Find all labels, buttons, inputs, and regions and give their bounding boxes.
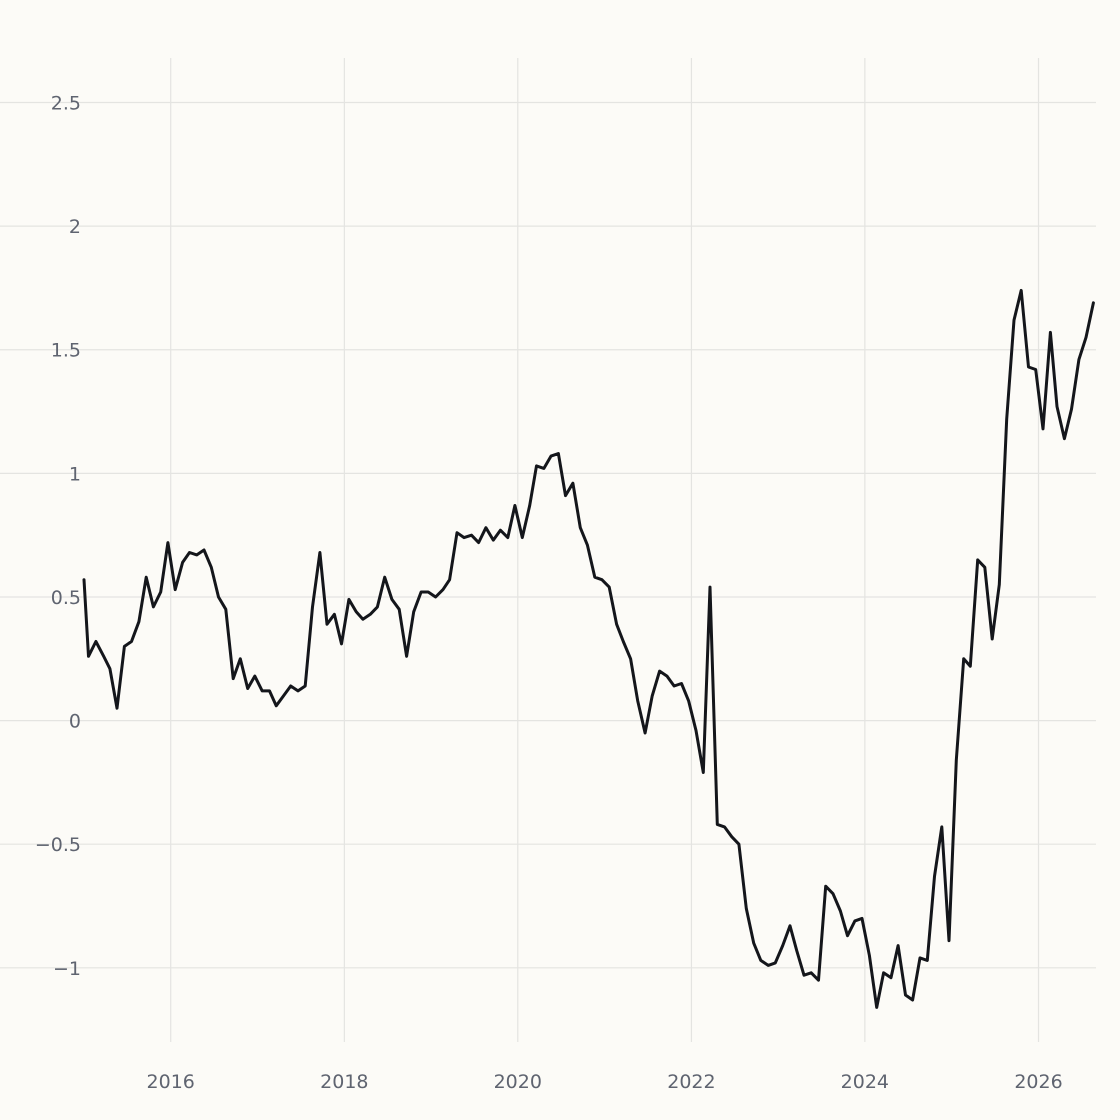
x-tick-label: 2020 — [494, 1071, 542, 1093]
y-tick-label: 2 — [69, 216, 81, 238]
y-tick-label: 0.5 — [51, 587, 81, 609]
series-line — [82, 288, 1095, 1009]
x-gridlines — [170, 58, 1040, 1042]
x-axis-tick-labels: 2016 2018 2020 2022 2024 2026 — [147, 1071, 1063, 1093]
y-tick-label: 0 — [69, 711, 81, 733]
x-tick-label: 2026 — [1014, 1071, 1062, 1093]
y-tick-label: −1 — [53, 958, 81, 980]
x-tick-label: 2016 — [147, 1071, 195, 1093]
y-tick-label: 1.5 — [51, 340, 81, 362]
y-tick-label: 1 — [69, 463, 81, 485]
x-tick-label: 2024 — [841, 1071, 889, 1093]
y-tick-label: 2.5 — [51, 93, 81, 115]
y-axis-tick-labels: −1 −0.5 0 0.5 1 1.5 2 2.5 — [35, 93, 81, 980]
y-tick-label: −0.5 — [35, 834, 81, 856]
x-tick-label: 2018 — [320, 1071, 368, 1093]
y-gridlines — [0, 101, 1096, 969]
x-tick-label: 2022 — [667, 1071, 715, 1093]
